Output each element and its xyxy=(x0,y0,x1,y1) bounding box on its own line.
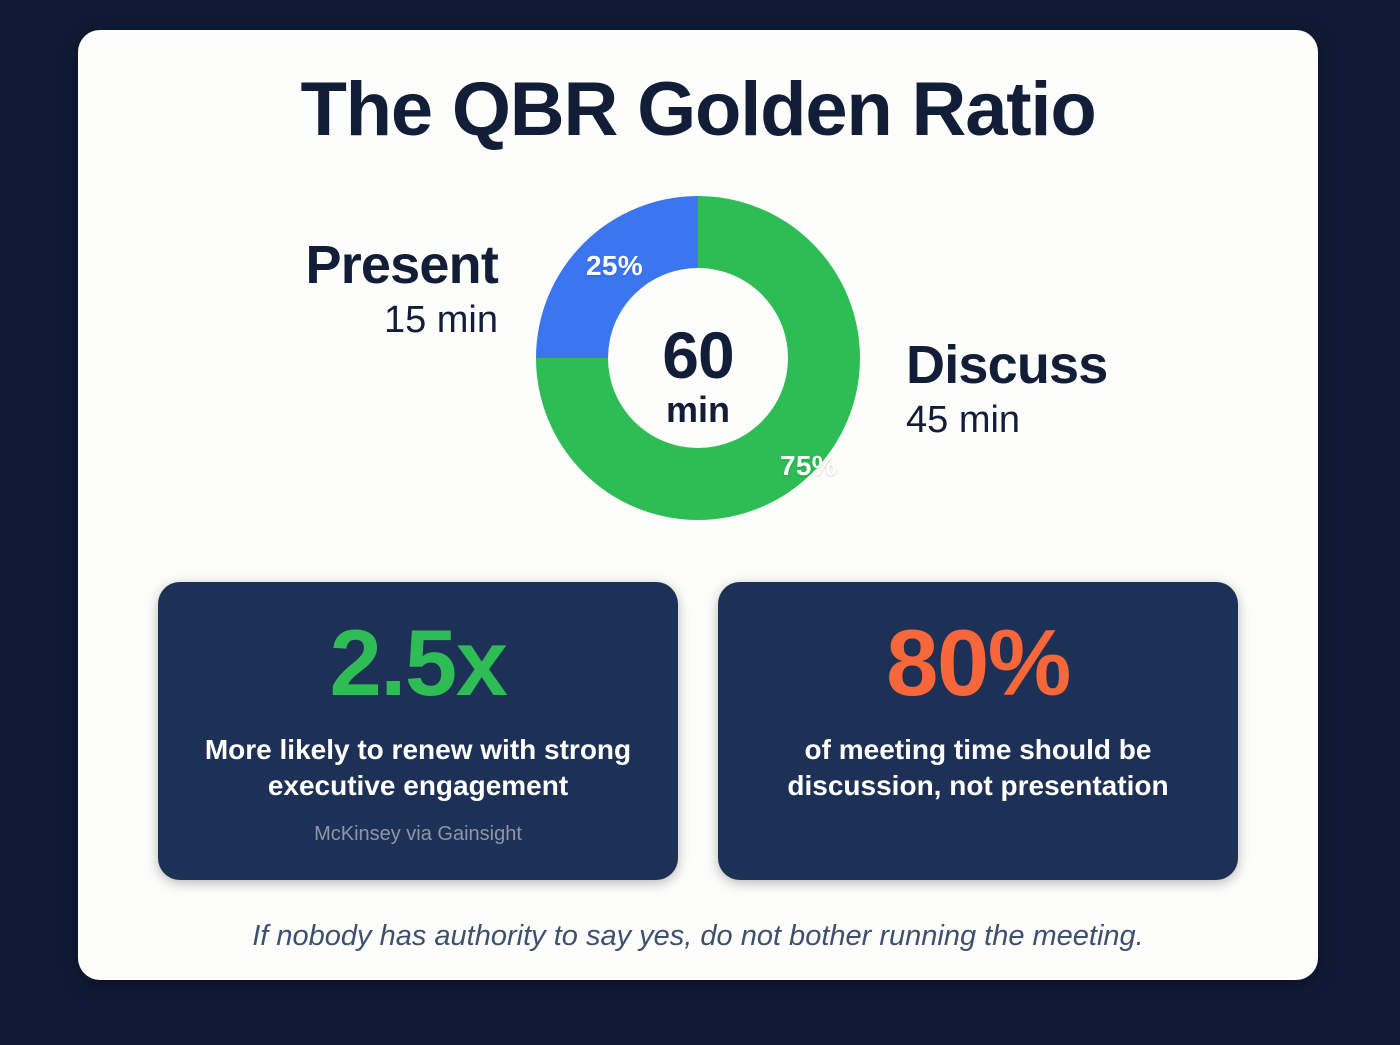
donut-center-value: 60 xyxy=(662,317,734,392)
legend-discuss-time: 45 min xyxy=(906,399,1021,442)
donut-label-discuss: 75% xyxy=(780,450,837,481)
stat-card-discussion-time: 80% of meeting time should be discussion… xyxy=(718,582,1238,880)
donut-hole xyxy=(608,268,788,448)
stat-value: 2.5x xyxy=(329,610,508,715)
stat-value: 80% xyxy=(886,610,1071,715)
stat-source: McKinsey via Gainsight xyxy=(314,822,522,845)
footer-quote: If nobody has authority to say yes, do n… xyxy=(252,920,1144,952)
legend-present-time: 15 min xyxy=(383,299,498,342)
legend-present-label: Present xyxy=(305,235,499,295)
stat-description: of meeting time should be discussion, no… xyxy=(787,734,1169,802)
stat-description: More likely to renew with strong executi… xyxy=(204,734,632,802)
donut-chart-section: Present 15 min Discuss 45 min 25% 75% 60… xyxy=(78,170,1318,570)
page-title: The QBR Golden Ratio xyxy=(300,67,1096,152)
infographic-panel: The QBR Golden Ratio Present 15 min Disc… xyxy=(78,30,1318,980)
stat-card-renewal: 2.5x More likely to renew with strong ex… xyxy=(158,582,678,880)
legend-discuss: Discuss 45 min xyxy=(906,335,1286,445)
donut-svg xyxy=(536,196,860,520)
legend-discuss-label: Discuss xyxy=(906,335,1108,395)
donut-center-text: 60 min xyxy=(598,276,798,476)
legend-present: Present 15 min xyxy=(148,235,499,345)
stat-card-row: 2.5x More likely to renew with strong ex… xyxy=(158,582,1238,882)
donut-center-unit: min xyxy=(665,388,730,430)
donut-chart: 25% 75% 60 min xyxy=(518,178,878,554)
donut-label-present: 25% xyxy=(586,250,643,281)
